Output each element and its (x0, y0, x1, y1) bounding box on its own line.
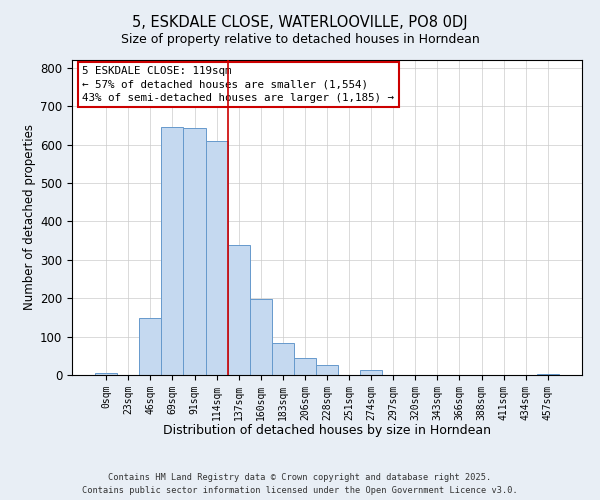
Bar (161, 127, 184, 375)
Bar (272, 343, 294, 375)
Y-axis label: Number of detached properties: Number of detached properties (23, 124, 36, 310)
Bar (360, 370, 382, 375)
Bar (139, 318, 161, 375)
Bar (294, 358, 316, 375)
Text: Size of property relative to detached houses in Horndean: Size of property relative to detached ho… (121, 32, 479, 46)
Bar (250, 298, 272, 375)
Bar (184, 128, 206, 375)
Bar (206, 140, 227, 375)
Text: 5 ESKDALE CLOSE: 119sqm
← 57% of detached houses are smaller (1,554)
43% of semi: 5 ESKDALE CLOSE: 119sqm ← 57% of detache… (82, 66, 394, 102)
Bar (537, 374, 559, 375)
Text: 5, ESKDALE CLOSE, WATERLOOVILLE, PO8 0DJ: 5, ESKDALE CLOSE, WATERLOOVILLE, PO8 0DJ (132, 15, 468, 30)
Text: Contains HM Land Registry data © Crown copyright and database right 2025.
Contai: Contains HM Land Registry data © Crown c… (82, 474, 518, 495)
Bar (227, 245, 250, 375)
Bar (316, 364, 338, 375)
X-axis label: Distribution of detached houses by size in Horndean: Distribution of detached houses by size … (163, 424, 491, 437)
Bar (95, 373, 117, 375)
